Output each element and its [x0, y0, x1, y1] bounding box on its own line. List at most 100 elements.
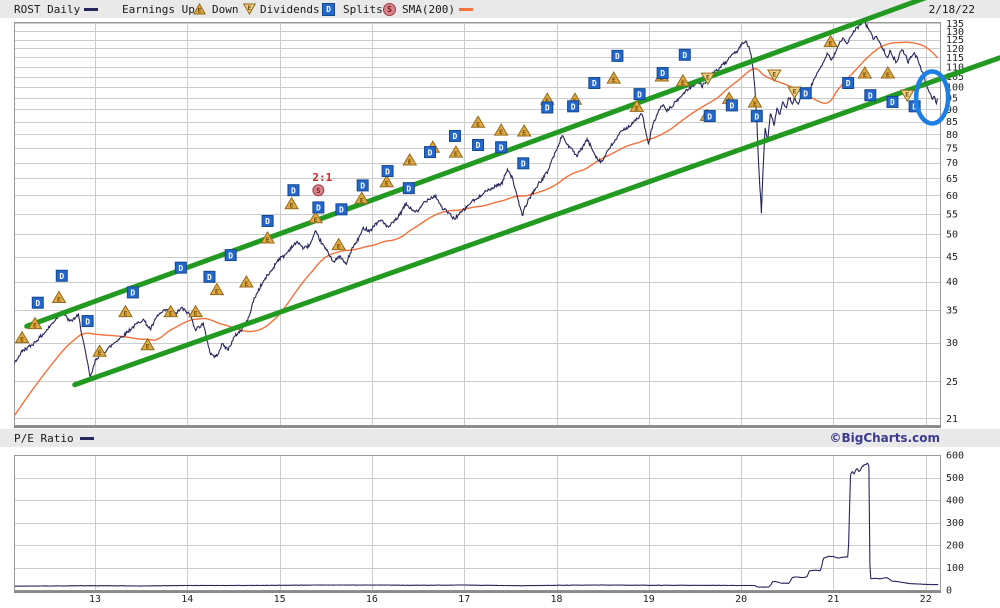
svg-text:D: D — [890, 98, 895, 107]
earnings-up-marker: E — [51, 290, 67, 303]
svg-text:E: E — [499, 128, 503, 136]
channel-lower-line — [72, 55, 1000, 388]
price-tick-label: 85 — [946, 117, 958, 128]
earnings-up-marker: E — [118, 304, 133, 318]
legend-earnings-up: Earnings Up — [122, 0, 195, 18]
year-tick-label: 22 — [920, 594, 932, 605]
svg-text:E: E — [454, 150, 458, 158]
split-swatch: S — [383, 0, 396, 18]
svg-text:D: D — [545, 104, 550, 113]
price-tick-label: 125 — [946, 35, 964, 46]
earnings-up-marker: E — [188, 304, 203, 318]
svg-text:E: E — [290, 202, 294, 210]
pe-tick-label: 500 — [946, 473, 964, 484]
price-tick-label: 25 — [946, 377, 958, 388]
pe-tick-label: 100 — [946, 563, 964, 574]
dividend-marker: D — [31, 296, 44, 309]
svg-text:E: E — [772, 71, 776, 79]
earnings-up-marker: E — [747, 94, 763, 108]
splits-label: Splits — [343, 2, 383, 16]
dividend-marker: D — [81, 315, 94, 328]
svg-text:D: D — [428, 148, 433, 157]
price-tick-label: 120 — [946, 44, 964, 55]
earnings-down-swatch: E — [243, 0, 256, 18]
dividend-marker: D — [126, 286, 139, 299]
year-tick-label: 19 — [643, 594, 655, 605]
year-tick-label: 18 — [550, 594, 562, 605]
price-tick-label: 40 — [946, 277, 958, 288]
svg-text:E: E — [635, 104, 639, 112]
dividend-marker: D — [517, 157, 530, 170]
earnings-up-marker: E — [284, 196, 299, 210]
svg-text:D: D — [521, 160, 526, 169]
chart-date: 2/18/22 — [928, 3, 975, 16]
svg-text:E: E — [248, 4, 252, 12]
legend-earnings-down: Down — [212, 0, 239, 18]
pe-ratio-label: P/E Ratio — [14, 431, 74, 445]
earnings-up-marker: E — [379, 174, 395, 188]
earnings-up-marker: E — [354, 191, 370, 204]
price-tick-label: 50 — [946, 230, 958, 241]
dividend-marker: D — [611, 49, 624, 62]
price-tick-label: 55 — [946, 209, 958, 220]
pe-legend-strip — [0, 429, 1000, 447]
svg-text:D: D — [130, 289, 135, 298]
dividend-marker: D — [678, 48, 691, 61]
earnings-down-label: Down — [212, 2, 239, 16]
svg-text:E: E — [612, 76, 616, 84]
earnings-down-marker: E — [700, 72, 716, 86]
earnings-up-marker: E — [331, 237, 347, 251]
dividend-marker: D — [261, 214, 274, 227]
earnings-up-marker: E — [606, 71, 622, 84]
earnings-up-marker: E — [92, 344, 107, 357]
earnings-up-marker: E — [857, 66, 873, 79]
pe-line — [14, 462, 939, 588]
earnings-up-marker: E — [880, 66, 896, 79]
event-markers: EEEEEEEEEEEEEEEEEEEEEEEEEEEEEEEEEEEEEEDD… — [14, 34, 921, 357]
price-tick-label: 60 — [946, 191, 958, 202]
svg-text:E: E — [522, 129, 526, 137]
earnings-down-marker: E — [766, 69, 782, 83]
dividend-marker: D — [335, 203, 348, 216]
svg-text:D: D — [360, 182, 365, 191]
dividends-label: Dividends — [260, 2, 320, 16]
svg-text:E: E — [98, 349, 102, 357]
svg-text:E: E — [706, 74, 710, 82]
year-tick-label: 16 — [366, 594, 378, 605]
svg-text:D: D — [754, 112, 759, 121]
price-tick-label: 135 — [946, 19, 964, 30]
pe-tick-label: 200 — [946, 541, 964, 552]
price-line-icon — [84, 7, 98, 11]
dividend-marker: D — [842, 77, 855, 90]
main-plot-frame — [14, 22, 941, 426]
svg-text:D: D — [571, 103, 576, 112]
svg-text:E: E — [57, 295, 61, 303]
dividend-icon: D — [322, 2, 335, 16]
price-tick-label: 90 — [946, 105, 958, 116]
dividend-marker: D — [656, 67, 669, 80]
dividend-marker: D — [448, 129, 461, 142]
svg-text:D: D — [592, 79, 597, 88]
earnings-down-icon: E — [243, 3, 256, 15]
svg-text:E: E — [753, 100, 757, 108]
svg-text:E: E — [266, 236, 270, 244]
dividend-marker: D — [633, 88, 646, 101]
dividend-marker: D — [402, 182, 415, 195]
year-tick-label: 21 — [827, 594, 839, 605]
earnings-up-marker: E — [27, 316, 43, 330]
svg-text:D: D — [385, 167, 390, 176]
svg-text:E: E — [314, 216, 318, 224]
pe-line-icon — [79, 436, 94, 440]
annotation-circle — [913, 69, 951, 126]
price-tick-label: 130 — [946, 27, 964, 38]
dividend-marker: D — [864, 89, 877, 102]
split-marker: S — [312, 184, 325, 197]
svg-text:E: E — [829, 40, 833, 48]
svg-text:D: D — [499, 143, 504, 152]
price-tick-label: 70 — [946, 158, 958, 169]
dividend-marker: D — [381, 165, 394, 178]
chart-frames — [14, 22, 941, 593]
earnings-up-label: Earnings Up — [122, 2, 195, 16]
